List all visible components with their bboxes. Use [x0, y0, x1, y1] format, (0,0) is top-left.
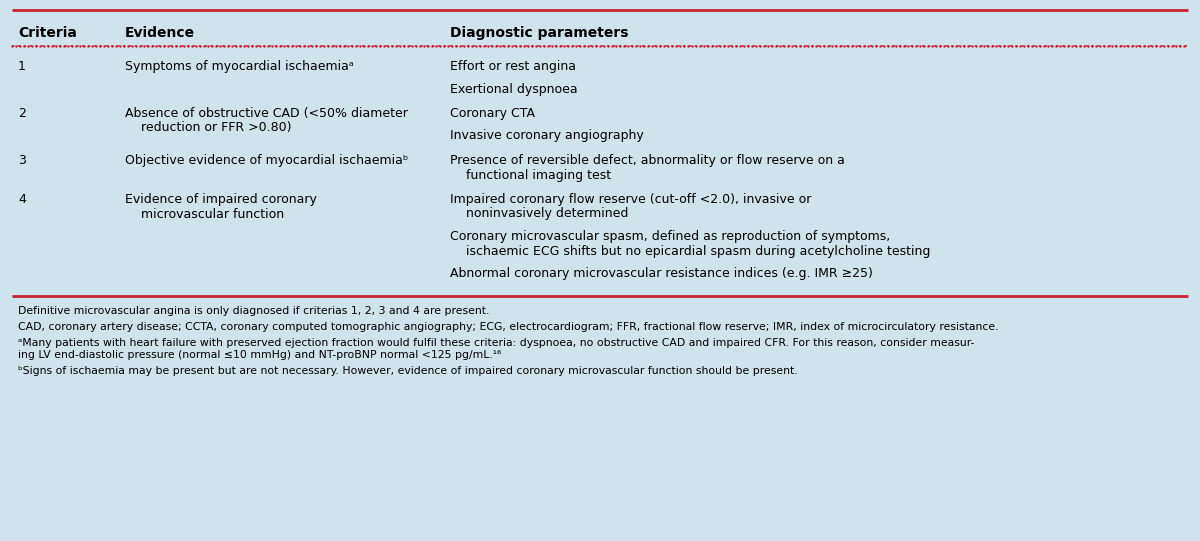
Text: microvascular function: microvascular function: [125, 208, 284, 221]
Text: Coronary CTA: Coronary CTA: [450, 107, 535, 120]
Text: ᵃMany patients with heart failure with preserved ejection fraction would fulfil : ᵃMany patients with heart failure with p…: [18, 338, 974, 347]
Text: 2: 2: [18, 107, 26, 120]
Text: ing LV end-diastolic pressure (normal ≤10 mmHg) and NT-proBNP normal <125 pg/mL.: ing LV end-diastolic pressure (normal ≤1…: [18, 351, 502, 360]
Text: Impaired coronary flow reserve (cut-off <2.0), invasive or: Impaired coronary flow reserve (cut-off …: [450, 193, 811, 206]
Text: Symptoms of myocardial ischaemiaᵃ: Symptoms of myocardial ischaemiaᵃ: [125, 60, 354, 73]
Text: 1: 1: [18, 60, 26, 73]
Text: 3: 3: [18, 154, 26, 167]
Text: Diagnostic parameters: Diagnostic parameters: [450, 26, 629, 40]
Text: Criteria: Criteria: [18, 26, 77, 40]
Text: Presence of reversible defect, abnormality or flow reserve on a: Presence of reversible defect, abnormali…: [450, 154, 845, 167]
Text: Effort or rest angina: Effort or rest angina: [450, 60, 576, 73]
Text: Evidence: Evidence: [125, 26, 196, 40]
Text: ᵇSigns of ischaemia may be present but are not necessary. However, evidence of i: ᵇSigns of ischaemia may be present but a…: [18, 366, 798, 377]
Text: Invasive coronary angiography: Invasive coronary angiography: [450, 129, 643, 142]
Text: reduction or FFR >0.80): reduction or FFR >0.80): [125, 122, 292, 135]
Text: noninvasively determined: noninvasively determined: [450, 208, 629, 221]
Text: Absence of obstructive CAD (<50% diameter: Absence of obstructive CAD (<50% diamete…: [125, 107, 408, 120]
Text: ischaemic ECG shifts but no epicardial spasm during acetylcholine testing: ischaemic ECG shifts but no epicardial s…: [450, 245, 930, 258]
Text: Definitive microvascular angina is only diagnosed if criterias 1, 2, 3 and 4 are: Definitive microvascular angina is only …: [18, 306, 490, 315]
Text: CAD, coronary artery disease; CCTA, coronary computed tomographic angiography; E: CAD, coronary artery disease; CCTA, coro…: [18, 321, 998, 332]
Text: Exertional dyspnoea: Exertional dyspnoea: [450, 82, 577, 96]
Text: Abnormal coronary microvascular resistance indices (e.g. IMR ≥25): Abnormal coronary microvascular resistan…: [450, 267, 872, 280]
Text: 4: 4: [18, 193, 26, 206]
Text: Coronary microvascular spasm, defined as reproduction of symptoms,: Coronary microvascular spasm, defined as…: [450, 230, 890, 243]
Text: Objective evidence of myocardial ischaemiaᵇ: Objective evidence of myocardial ischaem…: [125, 154, 408, 167]
Text: Evidence of impaired coronary: Evidence of impaired coronary: [125, 193, 317, 206]
Text: functional imaging test: functional imaging test: [450, 168, 611, 181]
